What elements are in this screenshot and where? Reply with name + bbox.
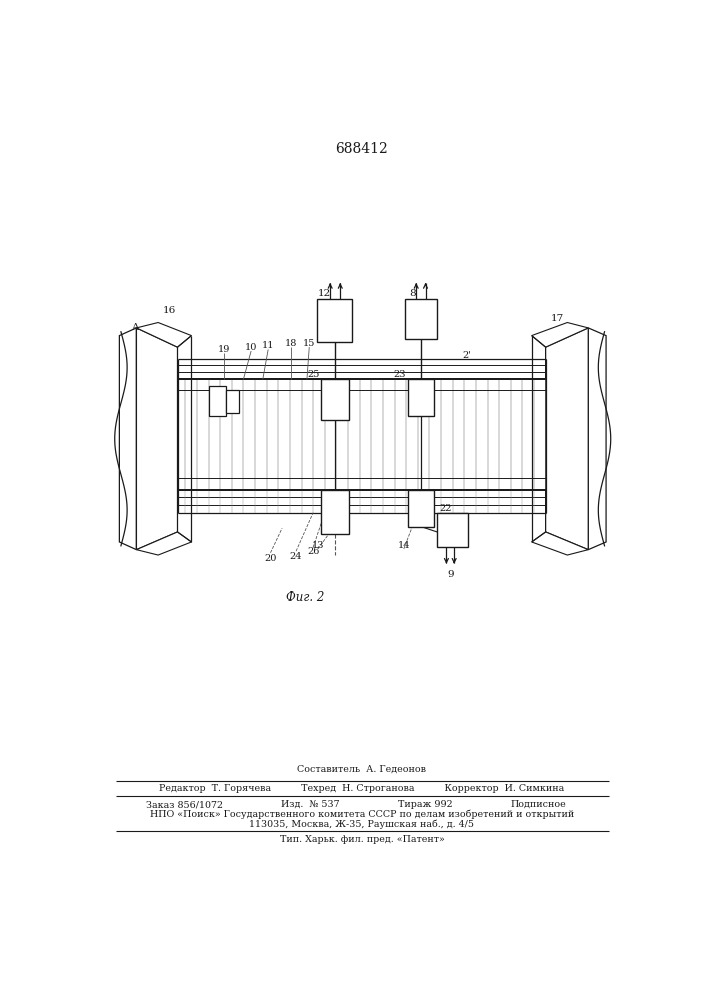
Text: Заказ 856/1072: Заказ 856/1072 — [146, 800, 223, 809]
Text: A: A — [131, 323, 139, 332]
Text: 9: 9 — [447, 570, 454, 579]
Polygon shape — [532, 323, 588, 347]
Text: Тип. Харьк. фил. пред. «Патент»: Тип. Харьк. фил. пред. «Патент» — [279, 835, 444, 844]
Bar — [226, 389, 239, 413]
Text: 25: 25 — [308, 370, 320, 379]
Text: 688412: 688412 — [336, 142, 388, 156]
Text: 15: 15 — [303, 339, 315, 348]
Polygon shape — [136, 323, 192, 347]
Text: 16: 16 — [163, 306, 176, 315]
Bar — [177, 379, 546, 490]
Bar — [408, 490, 434, 527]
Bar — [408, 379, 434, 416]
Text: 24: 24 — [290, 552, 303, 561]
Text: НПО «Поиск» Государственного комитета СССР по делам изобретений и открытий: НПО «Поиск» Государственного комитета СС… — [150, 810, 574, 819]
Text: Тираж 992: Тираж 992 — [398, 800, 453, 809]
Bar — [321, 379, 349, 420]
Bar — [317, 299, 352, 342]
Polygon shape — [588, 328, 606, 550]
Text: 2': 2' — [462, 351, 471, 360]
Text: 20: 20 — [264, 554, 276, 563]
Text: 19: 19 — [218, 345, 230, 354]
Text: Составитель  А. Гедеонов: Составитель А. Гедеонов — [298, 765, 426, 774]
Polygon shape — [119, 328, 136, 550]
Text: 18: 18 — [285, 339, 298, 348]
Bar — [437, 513, 468, 547]
Polygon shape — [136, 328, 177, 550]
Text: 113035, Москва, Ж-35, Раушская наб., д. 4/5: 113035, Москва, Ж-35, Раушская наб., д. … — [250, 819, 474, 829]
Text: 8: 8 — [409, 289, 416, 298]
Bar — [209, 386, 226, 416]
Text: Фиг. 2: Фиг. 2 — [286, 591, 325, 604]
Text: 17: 17 — [551, 314, 564, 323]
Text: 26: 26 — [307, 547, 320, 556]
Text: 23: 23 — [394, 370, 407, 379]
Bar — [404, 299, 437, 339]
Text: 13: 13 — [312, 541, 324, 550]
Text: 11: 11 — [262, 341, 274, 350]
Polygon shape — [136, 532, 192, 555]
Polygon shape — [532, 532, 588, 555]
Text: Подписное: Подписное — [510, 800, 566, 809]
Text: Редактор  Т. Горячева          Техред  Н. Строганова          Корректор  И. Симк: Редактор Т. Горячева Техред Н. Строганов… — [159, 784, 565, 793]
Text: 10: 10 — [245, 343, 257, 352]
Text: Изд.  № 537: Изд. № 537 — [281, 800, 339, 809]
Text: 12: 12 — [318, 289, 332, 298]
Bar — [321, 490, 349, 534]
Polygon shape — [546, 328, 588, 550]
Text: 22: 22 — [440, 504, 452, 513]
Text: 14: 14 — [397, 541, 410, 550]
